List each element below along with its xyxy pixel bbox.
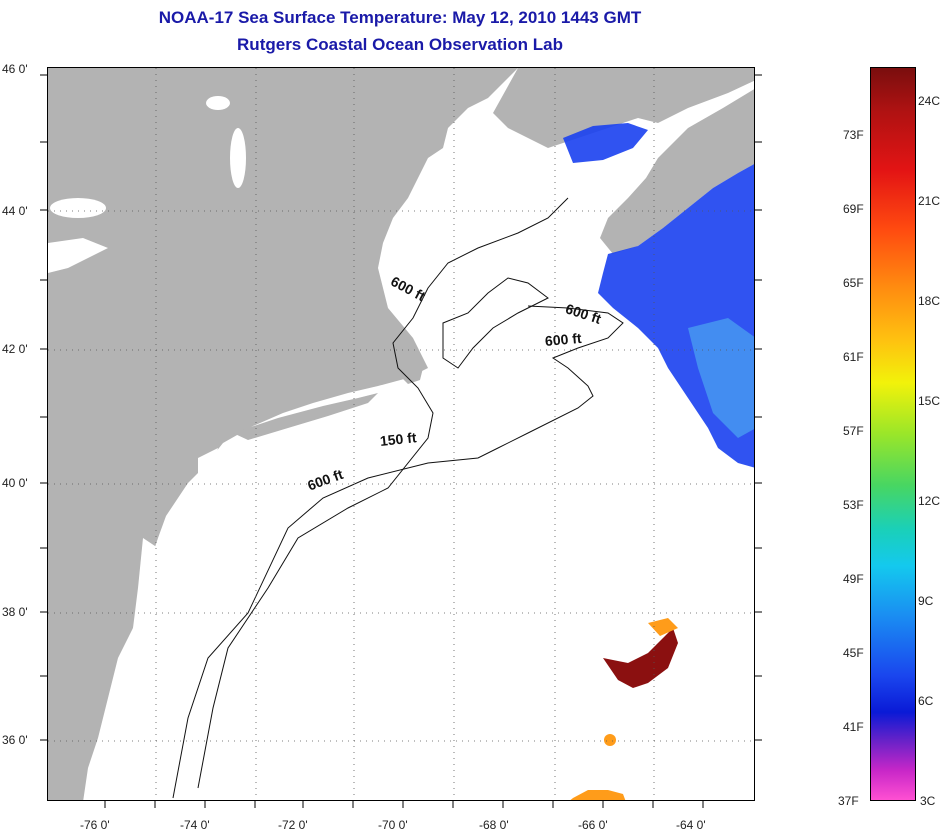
sst-cold-patch-light (688, 318, 754, 438)
temperature-colorbar (870, 67, 916, 801)
sst-warm-patch-south (570, 790, 626, 800)
colorbar-label-c: 6C (918, 694, 934, 708)
map-title: NOAA-17 Sea Surface Temperature: May 12,… (158, 8, 642, 27)
land-new-brunswick (493, 68, 754, 148)
colorbar-label-c: 18C (918, 294, 941, 308)
sst-warm-spot (604, 734, 616, 746)
colorbar-label-c: 12C (918, 494, 941, 508)
lat-label: 36 0' (2, 733, 28, 747)
chesapeake-bay (118, 538, 158, 708)
colorbar-label-c: 9C (918, 594, 934, 608)
map-canvas (48, 68, 754, 800)
colorbar-label-f: 53F (843, 498, 864, 512)
lon-label: -72 0' (278, 818, 308, 832)
colorbar-label-f: 49F (843, 572, 864, 586)
contour-gulf-maine (442, 277, 549, 369)
lat-label: 40 0' (2, 476, 28, 490)
lon-label: -74 0' (180, 818, 210, 832)
land-cape-cod (393, 350, 424, 384)
colorbar-label-f: 69F (843, 202, 864, 216)
lon-label: -66 0' (578, 818, 608, 832)
colorbar-label-c: 15C (918, 394, 941, 408)
lat-label: 44 0' (2, 204, 28, 218)
grid-lines (48, 68, 754, 800)
lon-label: -76 0' (80, 818, 110, 832)
lon-label: -70 0' (378, 818, 408, 832)
colorbar-label-c: 3C (920, 794, 936, 808)
lon-label: -68 0' (479, 818, 509, 832)
land-us-northeast (48, 68, 518, 800)
lake (230, 128, 246, 188)
colorbar-label-f: 73F (843, 128, 864, 142)
land-long-island (233, 393, 378, 440)
sst-cold-patch-north (563, 123, 648, 163)
land-nova-scotia (600, 89, 754, 254)
colorbar-label-c: 21C (918, 194, 941, 208)
colorbar-label-f: 41F (843, 720, 864, 734)
colorbar-label-f: 57F (843, 424, 864, 438)
sst-map[interactable] (47, 67, 755, 801)
colorbar-label-f: 37F (838, 794, 859, 808)
sst-warm-patch-edge (648, 618, 678, 636)
sst-warm-patch (603, 628, 678, 688)
colorbar-label-f: 65F (843, 276, 864, 290)
lat-label: 38 0' (2, 605, 28, 619)
contour-150ft (197, 197, 569, 789)
delaware-bay (198, 448, 218, 478)
lake (206, 96, 230, 110)
lake (48, 238, 108, 273)
map-subtitle: Rutgers Coastal Ocean Observation Lab (237, 35, 563, 54)
lat-label: 46 0' (2, 62, 28, 76)
contour-label: 600 ft (544, 329, 583, 349)
contour-600ft (172, 305, 624, 799)
colorbar-label-f: 45F (843, 646, 864, 660)
colorbar-label-f: 61F (843, 350, 864, 364)
lon-label: -64 0' (676, 818, 706, 832)
lake (50, 198, 106, 218)
colorbar-label-c: 24C (918, 94, 941, 108)
lat-label: 42 0' (2, 342, 28, 356)
